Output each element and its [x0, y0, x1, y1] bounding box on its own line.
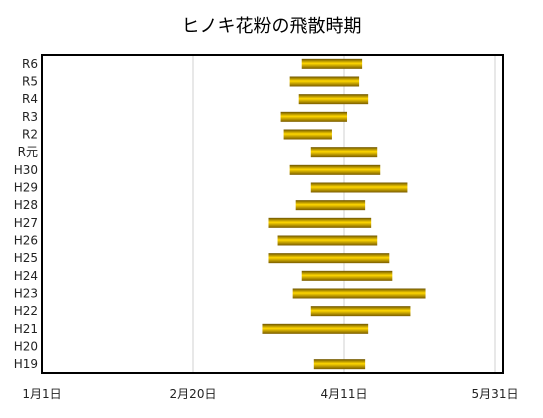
bar-H19: [313, 359, 366, 370]
x-tick-label: 1月1日: [22, 387, 61, 401]
bar-R5: [289, 76, 360, 87]
bar-R6: [301, 58, 363, 69]
bar-H23: [292, 288, 426, 299]
bar-H26: [277, 235, 378, 246]
x-tick-label: 4月11日: [321, 387, 368, 401]
x-tick-label: 2月20日: [170, 387, 217, 401]
bar-H24: [301, 270, 393, 281]
y-tick-label: H29: [14, 181, 38, 195]
bar-H29: [310, 182, 408, 193]
y-tick-label: H21: [14, 322, 38, 336]
y-tick-label: H27: [14, 216, 38, 230]
bar-H21: [262, 323, 369, 334]
y-tick-label: R2: [22, 128, 38, 142]
y-tick-label: H22: [14, 304, 38, 318]
chart-title: ヒノキ花粉の飛散時期: [181, 16, 362, 37]
y-tick-label: H23: [14, 287, 38, 301]
y-tick-label: R4: [22, 92, 38, 106]
y-tick-label: R6: [22, 57, 38, 71]
bar-H22: [310, 306, 411, 317]
y-tick-label: H25: [14, 251, 38, 265]
y-tick-label: H26: [14, 234, 38, 248]
y-tick-label: R5: [22, 75, 38, 89]
bar-H25: [268, 253, 390, 264]
bar-R3: [280, 111, 348, 122]
plot-area-frame: [41, 54, 504, 374]
y-tick-label: H20: [14, 340, 38, 354]
x-tick-label: 5月31日: [472, 387, 519, 401]
y-tick-label: R3: [22, 110, 38, 124]
bar-H30: [289, 164, 381, 175]
y-tick-label: H19: [14, 357, 38, 371]
bar-H28: [295, 200, 366, 211]
y-tick-label: H24: [14, 269, 38, 283]
bar-R元: [310, 147, 378, 158]
y-tick-label: R元: [18, 145, 38, 159]
y-tick-label: H28: [14, 198, 38, 212]
y-tick-label: H30: [14, 163, 38, 177]
bar-H27: [268, 217, 372, 228]
bar-R4: [298, 94, 369, 105]
bar-R2: [283, 129, 332, 140]
